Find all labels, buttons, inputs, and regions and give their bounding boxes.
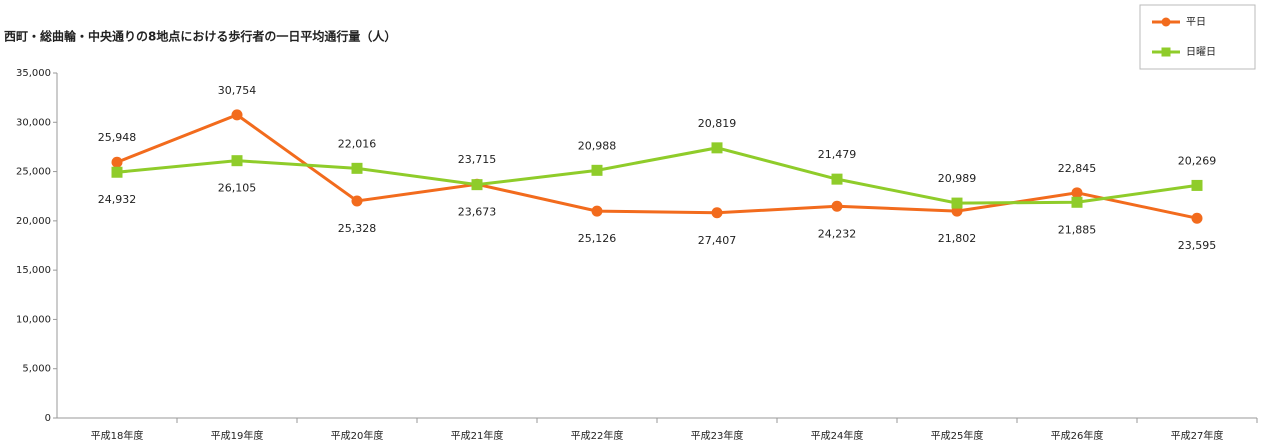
- y-tick-label: 0: [45, 413, 51, 424]
- data-label: 21,885: [1058, 223, 1097, 236]
- data-label: 24,232: [818, 227, 857, 240]
- data-label: 30,754: [218, 84, 257, 97]
- legend-marker: [1161, 47, 1171, 57]
- x-tick-label: 平成19年度: [211, 429, 264, 442]
- x-tick-label: 平成20年度: [331, 429, 384, 442]
- point: [1071, 187, 1083, 199]
- data-label: 27,407: [698, 234, 737, 247]
- legend-marker: [1161, 17, 1171, 27]
- point: [471, 179, 483, 191]
- x-tick-label: 平成21年度: [451, 429, 504, 442]
- point: [711, 142, 723, 154]
- point: [1191, 212, 1203, 224]
- y-tick-label: 15,000: [16, 265, 51, 276]
- x-tick-label: 平成26年度: [1051, 429, 1104, 442]
- data-label: 26,105: [218, 182, 257, 195]
- data-label: 22,845: [1058, 162, 1097, 175]
- point: [231, 109, 243, 121]
- data-label: 25,328: [338, 222, 377, 235]
- data-label: 23,715: [458, 153, 497, 166]
- x-tick-label: 平成25年度: [931, 429, 984, 442]
- point: [831, 173, 843, 185]
- data-label: 20,269: [1178, 154, 1217, 167]
- y-tick-label: 5,000: [22, 364, 51, 375]
- legend-label: 平日: [1186, 17, 1206, 28]
- data-label: 20,988: [578, 139, 617, 152]
- point: [111, 166, 123, 178]
- x-tick-label: 平成22年度: [571, 429, 624, 442]
- point: [111, 156, 123, 168]
- data-label: 21,479: [818, 148, 857, 161]
- point: [951, 197, 963, 209]
- y-tick-label: 35,000: [16, 68, 51, 79]
- y-tick-label: 10,000: [16, 314, 51, 325]
- legend-box: [1139, 4, 1256, 70]
- point: [711, 207, 723, 219]
- x-tick-label: 平成23年度: [691, 429, 744, 442]
- chart-title: 西町・総曲輪・中央通りの8地点における歩行者の一日平均通行量（人）: [4, 29, 396, 44]
- x-tick-label: 平成18年度: [91, 429, 144, 442]
- point: [831, 200, 843, 212]
- series-line: [116, 146, 1198, 205]
- data-label: 20,819: [698, 117, 737, 130]
- y-tick-label: 25,000: [16, 167, 51, 178]
- point: [591, 164, 603, 176]
- data-label: 21,802: [938, 232, 977, 245]
- point: [1071, 196, 1083, 208]
- point: [1191, 179, 1203, 191]
- x-tick-label: 平成27年度: [1171, 429, 1224, 442]
- data-label: 22,016: [338, 137, 377, 150]
- point: [231, 155, 243, 167]
- y-tick-label: 20,000: [16, 216, 51, 227]
- x-tick-label: 平成24年度: [811, 429, 864, 442]
- y-tick-label: 30,000: [16, 117, 51, 128]
- data-label: 23,673: [458, 206, 497, 219]
- data-label: 25,948: [98, 131, 137, 144]
- point: [591, 205, 603, 217]
- point: [351, 195, 363, 207]
- data-label: 25,126: [578, 232, 617, 245]
- data-label: 23,595: [1178, 239, 1217, 252]
- data-label: 24,932: [98, 193, 137, 206]
- legend-label: 日曜日: [1186, 46, 1216, 58]
- point: [351, 162, 363, 174]
- data-label: 20,989: [938, 172, 977, 185]
